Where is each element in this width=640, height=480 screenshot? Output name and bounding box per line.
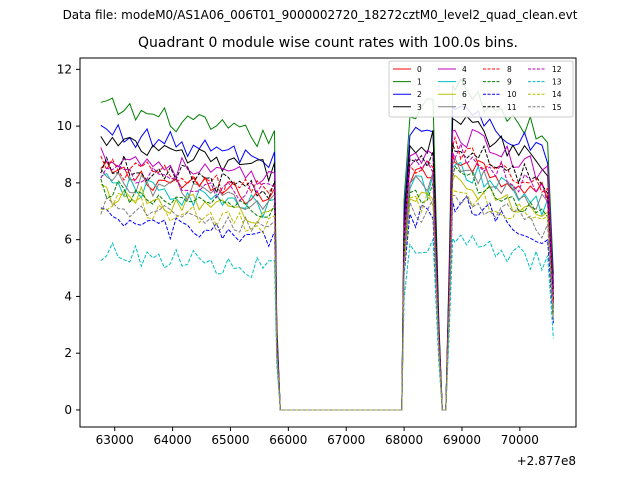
legend-label-6: 6 — [462, 90, 467, 99]
legend-label-12: 12 — [552, 65, 562, 74]
series-line-14 — [100, 188, 554, 411]
legend-label-3: 3 — [417, 103, 422, 112]
y-tick-label: 4 — [64, 289, 72, 303]
plot-frame — [79, 57, 577, 428]
series-line-0 — [100, 155, 554, 411]
legend-label-7: 7 — [462, 103, 467, 112]
legend-label-0: 0 — [417, 65, 422, 74]
legend-label-11: 11 — [507, 103, 517, 112]
series-line-13 — [100, 234, 554, 411]
x-offset-label: +2.877e8 — [517, 454, 576, 468]
series-line-6 — [100, 174, 554, 411]
legend-label-9: 9 — [507, 78, 512, 87]
legend-box — [388, 60, 574, 118]
chart-title: Quadrant 0 module wise count rates with … — [138, 35, 518, 51]
legend-label-13: 13 — [552, 78, 562, 87]
x-tick-label: 66000 — [269, 433, 307, 447]
y-tick-label: 2 — [64, 346, 72, 360]
legend-label-14: 14 — [552, 90, 562, 99]
suptitle: Data file: modeM0/AS1A06_006T01_90000027… — [62, 8, 578, 22]
y-tick-label: 6 — [64, 233, 72, 247]
legend-label-4: 4 — [462, 65, 467, 74]
x-tick-label: 68000 — [385, 433, 423, 447]
x-tick-label: 64000 — [154, 433, 192, 447]
x-tick-label: 63000 — [96, 433, 134, 447]
x-tick-label: 69000 — [443, 433, 481, 447]
legend-label-10: 10 — [507, 90, 517, 99]
legend-label-15: 15 — [552, 103, 562, 112]
x-tick-label: 70000 — [501, 433, 539, 447]
series-line-10 — [100, 195, 554, 411]
y-tick-label: 0 — [64, 403, 72, 417]
x-tick-label: 67000 — [327, 433, 365, 447]
y-tick-label: 10 — [57, 119, 72, 133]
legend-label-1: 1 — [417, 78, 422, 87]
x-tick-label: 65000 — [211, 433, 249, 447]
series-line-5 — [100, 161, 554, 411]
series-line-3 — [100, 115, 554, 411]
series-line-4 — [100, 128, 554, 411]
series-line-9 — [100, 165, 554, 411]
series-line-15 — [100, 194, 554, 411]
series-line-8 — [100, 135, 554, 411]
y-tick-label: 12 — [57, 62, 72, 76]
legend-label-2: 2 — [417, 90, 422, 99]
legend-label-5: 5 — [462, 78, 467, 87]
legend-label-8: 8 — [507, 65, 512, 74]
y-tick-label: 8 — [64, 176, 72, 190]
